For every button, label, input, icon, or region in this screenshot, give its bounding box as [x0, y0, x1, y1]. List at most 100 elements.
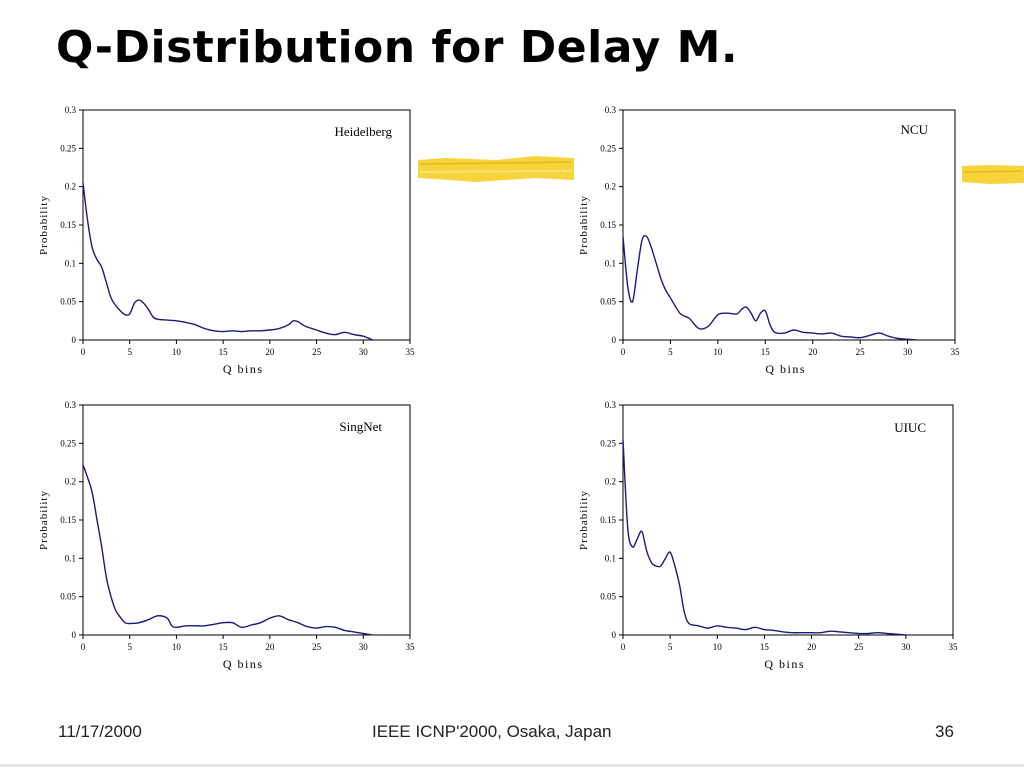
- heidelberg-ytick-label: 0.2: [65, 182, 76, 192]
- ncu-data-point: [803, 332, 804, 333]
- ncu-data-point: [869, 335, 870, 336]
- ncu-ytick-label: 0.2: [605, 182, 616, 192]
- singnet-xtick-label: 25: [312, 642, 322, 652]
- singnet-data-point: [260, 622, 261, 623]
- heidelberg-xlabel: Q bins: [223, 362, 264, 376]
- uiuc-data-point: [736, 628, 737, 629]
- ncu-data-point: [646, 236, 647, 237]
- ncu-ylabel: Probability: [578, 195, 590, 255]
- heidelberg-data-point: [134, 303, 135, 304]
- ncu-data-point: [708, 326, 709, 327]
- heidelberg-xtick-label: 25: [312, 347, 322, 357]
- heidelberg-data-point: [335, 334, 336, 335]
- uiuc-data-point: [764, 629, 765, 630]
- singnet-data-point: [167, 618, 168, 619]
- ncu-data-point: [656, 263, 657, 264]
- singnet-data-point: [171, 625, 172, 626]
- uiuc-data-point: [670, 552, 671, 553]
- ncu-ytick-label: 0: [612, 335, 617, 345]
- singnet-data-point: [344, 630, 345, 631]
- ncu-data-point: [917, 339, 918, 340]
- uiuc-ytick-label: 0.15: [600, 515, 616, 525]
- heidelberg-data-point: [269, 329, 270, 330]
- uiuc-xtick-label: 15: [760, 642, 770, 652]
- heidelberg-data-point: [167, 320, 168, 321]
- uiuc-data-point: [665, 558, 666, 559]
- uiuc-data-point: [660, 565, 661, 566]
- heidelberg-plot-area: [82, 109, 411, 341]
- singnet-ytick-label: 0.3: [65, 400, 77, 410]
- ncu-xtick-label: 5: [668, 347, 673, 357]
- ncu-data-point: [774, 332, 775, 333]
- uiuc-data-point: [792, 632, 793, 633]
- ncu-xlabel: Q bins: [765, 362, 806, 376]
- ncu-data-point: [751, 313, 752, 314]
- singnet-data-point: [241, 627, 242, 628]
- ncu-data-point: [741, 309, 742, 310]
- ncu-data-point: [850, 336, 851, 337]
- uiuc-data-point: [707, 628, 708, 629]
- singnet-data-point: [110, 596, 111, 597]
- singnet-ytick-label: 0.2: [65, 477, 76, 487]
- ncu-data-point: [860, 337, 861, 338]
- singnet-data-point: [157, 615, 158, 616]
- heidelberg-data-point: [293, 320, 294, 321]
- ncu-data-point: [784, 333, 785, 334]
- ncu-data-point: [841, 336, 842, 337]
- uiuc-ytick-label: 0.2: [605, 477, 616, 487]
- singnet-xlabel: Q bins: [223, 657, 264, 671]
- chart-singnet: 0 0.05 0.1 0.15 0.2 0.25 0.3 0 5 10 15 20 25 30 35 Q bi…: [30, 395, 420, 685]
- uiuc-xtick-label: 25: [854, 642, 864, 652]
- singnet-data-point: [363, 633, 364, 634]
- uiuc-data-point: [684, 611, 685, 612]
- heidelberg-data-point: [260, 330, 261, 331]
- ncu-data-point: [698, 328, 699, 329]
- uiuc-data-point: [896, 634, 897, 635]
- singnet-data-point: [96, 519, 97, 520]
- ncu-data-point: [765, 310, 766, 311]
- uiuc-data-point: [783, 631, 784, 632]
- uiuc-ytick-label: 0.1: [605, 553, 616, 563]
- singnet-xtick-label: 30: [359, 642, 369, 652]
- singnet-data-point: [87, 477, 88, 478]
- heidelberg-data-point: [101, 267, 102, 268]
- heidelberg-data-point: [223, 331, 224, 332]
- ncu-data-point: [812, 333, 813, 334]
- uiuc-xtick-label: 5: [668, 642, 673, 652]
- uiuc-data-point: [679, 585, 680, 586]
- heidelberg-title: Heidelberg: [334, 124, 392, 139]
- uiuc-data-point: [646, 550, 647, 551]
- uiuc-ytick-label: 0.05: [600, 592, 616, 602]
- uiuc-data-point: [637, 539, 638, 540]
- singnet-data-point: [139, 622, 140, 623]
- ncu-data-point: [831, 333, 832, 334]
- uiuc-data-point: [674, 565, 675, 566]
- chart-heidelberg-svg: 0 0.05 0.1 0.15 0.2 0.25 0.3 0 5 10 15 20 25 30 35 Q bi…: [38, 105, 415, 376]
- ncu-data-point: [717, 314, 718, 315]
- singnet-data-point: [185, 625, 186, 626]
- uiuc-ytick-label: 0: [612, 630, 617, 640]
- uiuc-series-line: [622, 439, 906, 636]
- singnet-data-point: [335, 627, 336, 628]
- heidelberg-data-point: [110, 297, 111, 298]
- ncu-data-point: [670, 297, 671, 298]
- singnet-xtick-label: 5: [127, 642, 132, 652]
- heidelberg-xtick-label: 20: [265, 347, 275, 357]
- heidelberg-data-point: [195, 324, 196, 325]
- uiuc-data-point: [688, 623, 689, 624]
- singnet-xtick-label: 20: [265, 642, 275, 652]
- heidelberg-data-point: [157, 319, 158, 320]
- ncu-data-point: [627, 286, 628, 287]
- chart-ncu: 0 0.05 0.1 0.15 0.2 0.25 0.3 0 5 10 15 20 25 30 35 Q bi…: [570, 100, 970, 390]
- singnet-xtick-label: 10: [172, 642, 182, 652]
- ncu-xtick-label: 35: [951, 347, 961, 357]
- heidelberg-xtick-label: 10: [172, 347, 182, 357]
- heidelberg-data-point: [185, 322, 186, 323]
- heidelberg-ylabel: Probability: [38, 195, 50, 255]
- singnet-data-point: [288, 619, 289, 620]
- ncu-data-point: [907, 339, 908, 340]
- uiuc-xtick-label: 30: [901, 642, 911, 652]
- uiuc-xlabel: Q bins: [764, 657, 805, 671]
- ncu-data-point: [660, 278, 661, 279]
- heidelberg-data-point: [372, 339, 373, 340]
